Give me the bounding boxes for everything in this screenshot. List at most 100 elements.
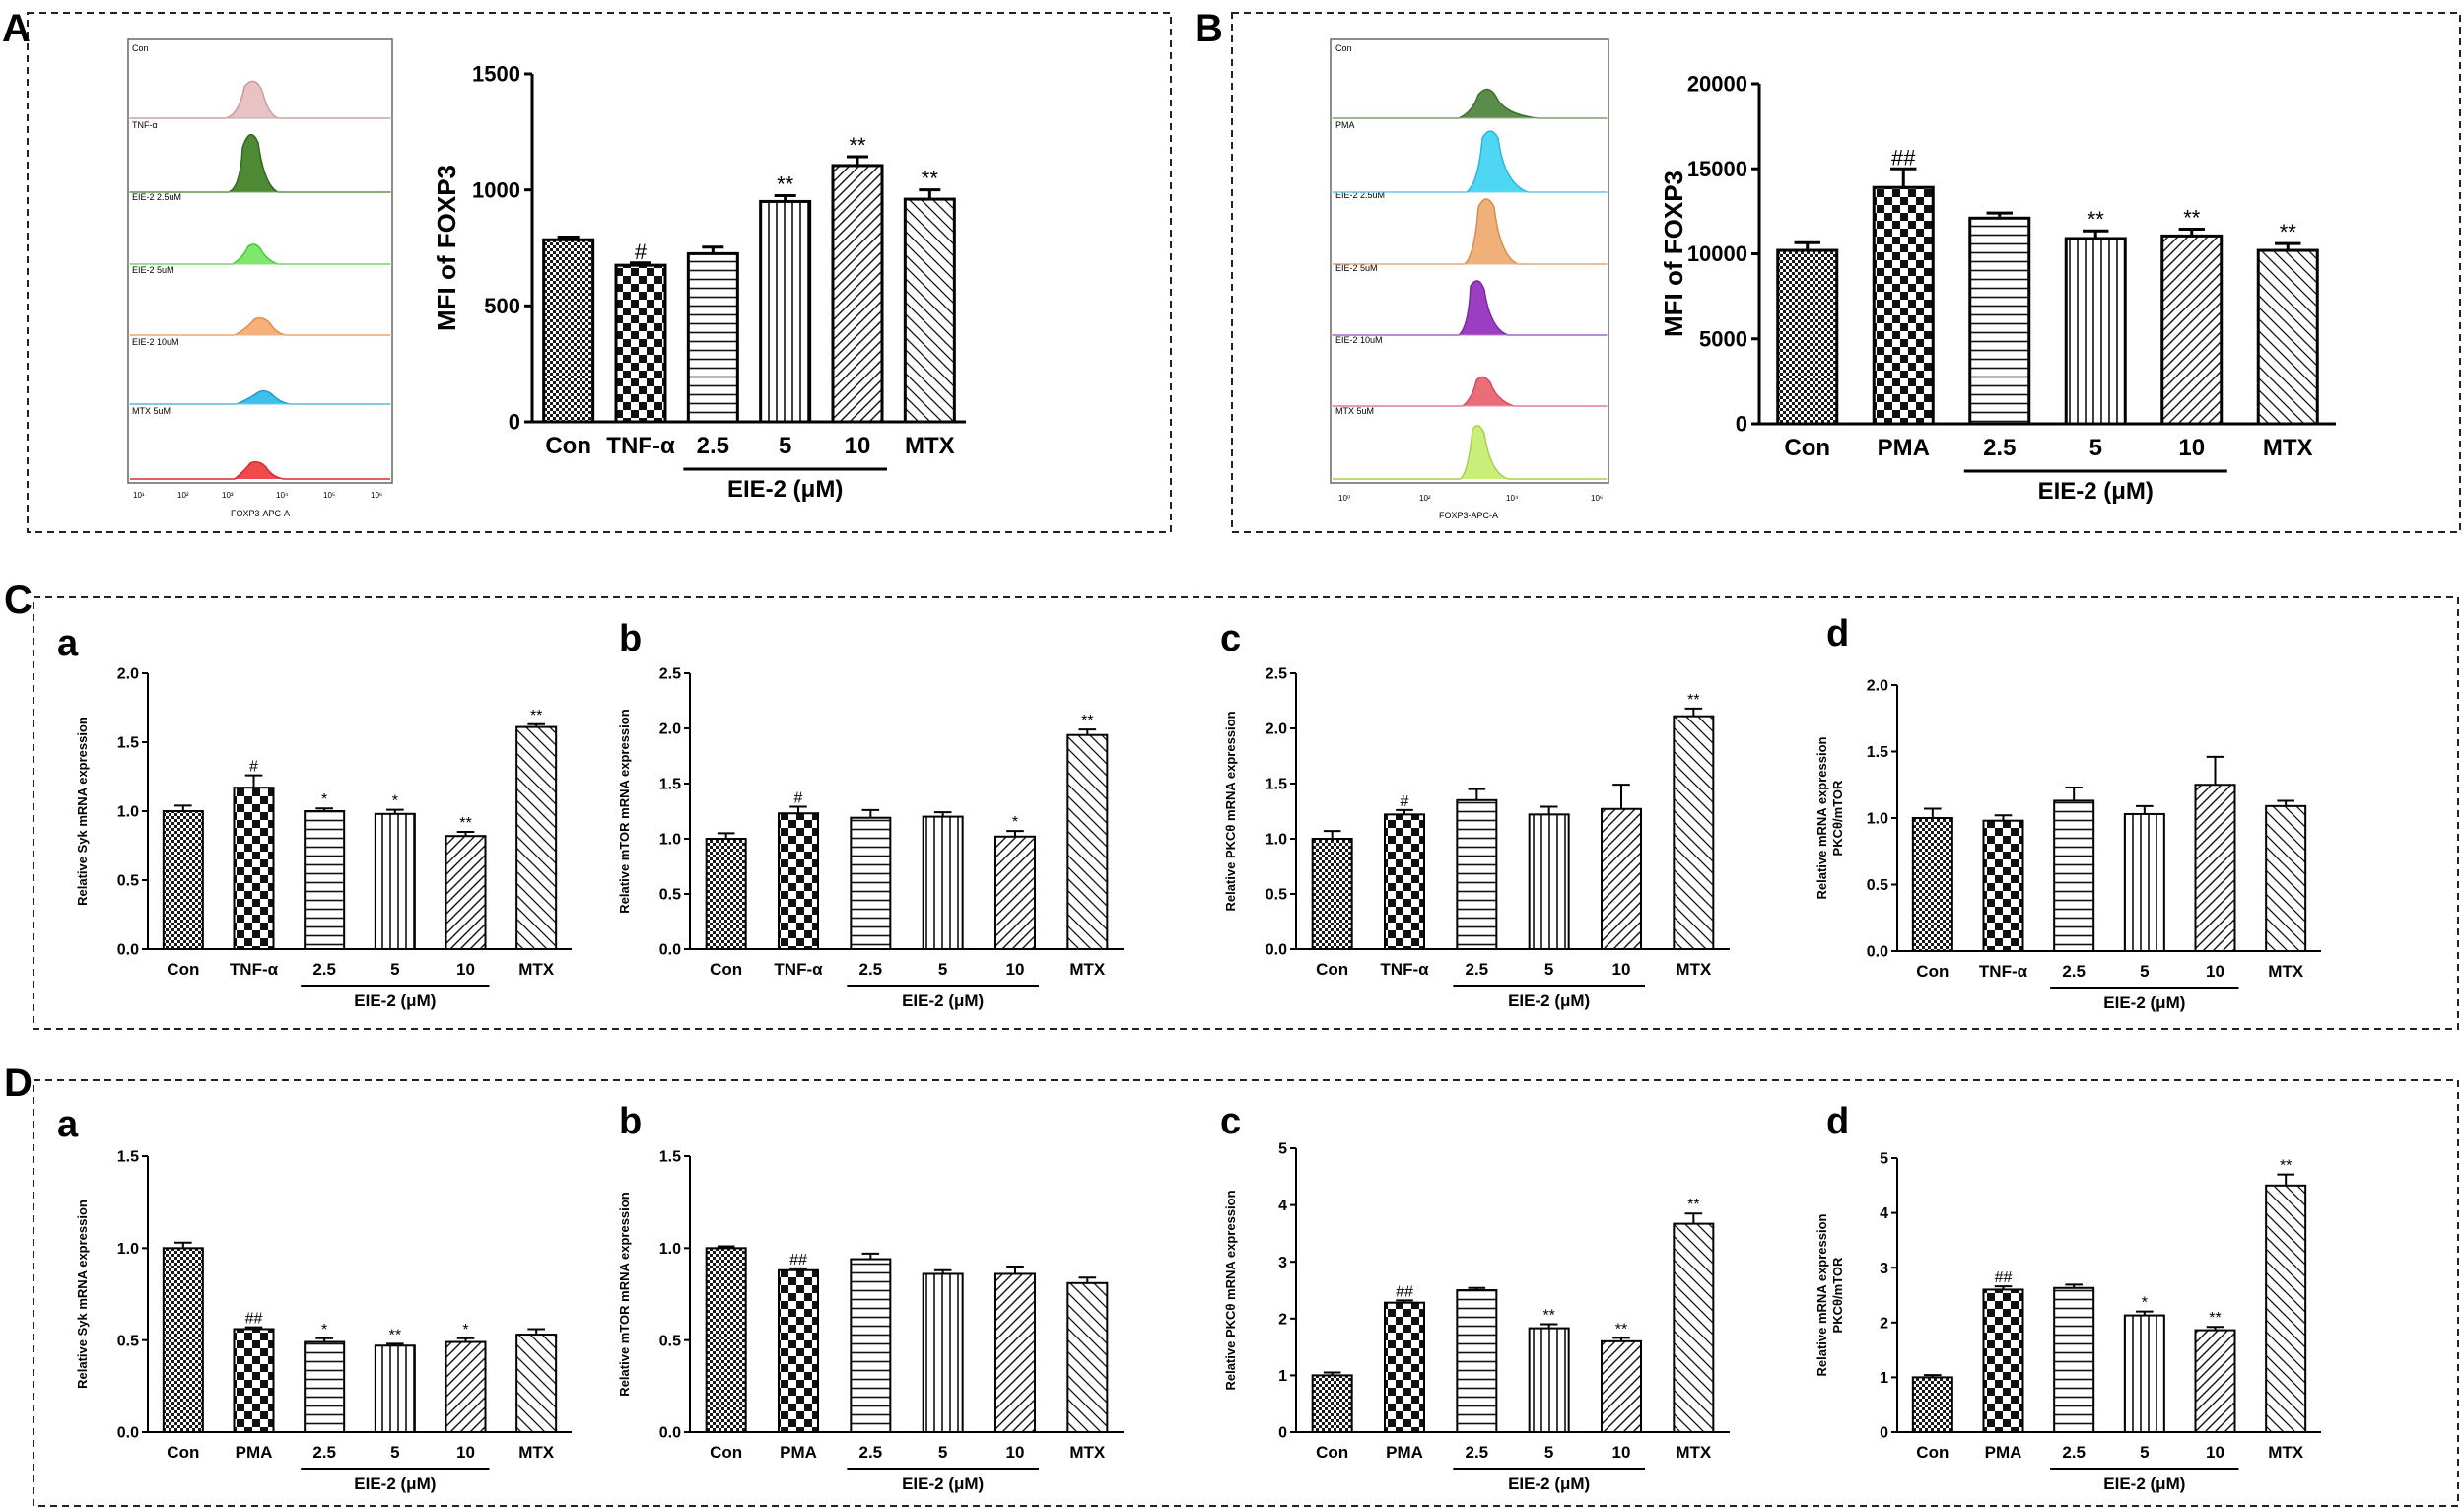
y-tick-label-Cb: 0.5 bbox=[659, 887, 681, 904]
sig-label-Dc-3: ** bbox=[1542, 1308, 1554, 1325]
bar-Ca-1 bbox=[233, 787, 275, 951]
y-tick-label-A: 1500 bbox=[472, 62, 520, 87]
bar-Db-1 bbox=[778, 1268, 819, 1433]
bar-Cb-4 bbox=[994, 835, 1036, 951]
bar-Ca-5 bbox=[515, 725, 558, 950]
y-axis-label-Cb: Relative mTOR mRNA expression bbox=[617, 709, 632, 913]
category-label-Dd-1: PMA bbox=[1985, 1443, 2022, 1462]
y-tick-label-B: 15000 bbox=[1687, 157, 1747, 181]
bar-A-1 bbox=[614, 263, 667, 424]
flow-label-B-3: EIE-2 5uM bbox=[1335, 263, 1378, 273]
category-label-Dc-2: 2.5 bbox=[1466, 1443, 1489, 1462]
category-label-Cd-3: 5 bbox=[2140, 962, 2149, 981]
bar-B-3 bbox=[2064, 237, 2127, 426]
category-label-Ca-5: MTX bbox=[518, 960, 555, 979]
category-label-Cd-4: 10 bbox=[2206, 962, 2224, 981]
bar-Dd-0 bbox=[1911, 1376, 1953, 1434]
flow-peak-B-1 bbox=[1333, 130, 1607, 193]
flow-label-B-4: EIE-2 10uM bbox=[1335, 335, 1383, 345]
y-tick-label-Dd: 5 bbox=[1880, 1151, 1888, 1168]
category-label-Cb-5: MTX bbox=[1069, 960, 1106, 979]
y-axis-label2-Dd: PKCθ/mTOR bbox=[1830, 1257, 1845, 1333]
bar-Cd-0 bbox=[1911, 817, 1953, 952]
flow-frame-A bbox=[127, 38, 393, 484]
flow-peak-B-5 bbox=[1333, 425, 1607, 480]
category-label-Dd-3: 5 bbox=[2140, 1443, 2149, 1462]
y-axis-label-B: MFI of FOXP3 bbox=[1659, 171, 1688, 337]
flow-peak-B-0 bbox=[1333, 88, 1607, 119]
bar-Cc-3 bbox=[1528, 813, 1570, 950]
bar-Cb-5 bbox=[1066, 733, 1109, 950]
chart-Dd: 0 1 2 3 4 5 Con ## PMA 2.5 * 5 ** 10 ** MTX EIE-2 (μM) Re… bbox=[1814, 1151, 2321, 1493]
category-label-B-2: 2.5 bbox=[1983, 435, 2016, 461]
bar-Dc-1 bbox=[1384, 1301, 1425, 1433]
category-label-Dc-0: Con bbox=[1316, 1443, 1348, 1462]
category-label-Cc-5: MTX bbox=[1676, 960, 1712, 979]
sig-label-Ca-1: # bbox=[249, 759, 258, 776]
flow-label-A-1: TNF-α bbox=[132, 120, 158, 130]
category-label-Cd-0: Con bbox=[1916, 962, 1949, 981]
panel-B-frame bbox=[1231, 12, 2461, 533]
category-label-Cd-1: TNF-α bbox=[1979, 962, 2028, 981]
sig-label-Cc-1: # bbox=[1401, 793, 1409, 810]
category-label-Cb-3: 5 bbox=[938, 960, 947, 979]
flow-tick-A-2: 10³ bbox=[222, 491, 234, 500]
flow-axis-label-B: FOXP3-APC-A bbox=[1439, 511, 1498, 520]
category-label-A-3: 5 bbox=[779, 433, 791, 459]
panel-D-frame bbox=[33, 1079, 2459, 1507]
sig-label-Ca-4: ** bbox=[459, 815, 471, 832]
y-tick-label-Dc: 5 bbox=[1278, 1141, 1287, 1158]
flow-peak-B-3 bbox=[1333, 280, 1607, 336]
y-tick-label-Da: 1.5 bbox=[117, 1149, 139, 1166]
group-label-B: EIE-2 (μM) bbox=[2038, 478, 2154, 505]
group-label-Cb: EIE-2 (μM) bbox=[902, 992, 984, 1010]
y-axis-label-Db: Relative mTOR mRNA expression bbox=[617, 1192, 632, 1396]
bar-Cc-1 bbox=[1384, 813, 1425, 950]
bar-Db-5 bbox=[1066, 1281, 1109, 1434]
category-label-B-5: MTX bbox=[2263, 435, 2313, 461]
category-label-Db-4: 10 bbox=[1006, 1443, 1025, 1462]
bar-Cd-4 bbox=[2194, 784, 2236, 952]
category-label-Cc-0: Con bbox=[1316, 960, 1348, 979]
sig-label-Da-3: ** bbox=[389, 1327, 401, 1343]
category-label-Ca-3: 5 bbox=[390, 960, 399, 979]
y-tick-label-A: 500 bbox=[484, 294, 520, 318]
sig-label-A-5: ** bbox=[922, 167, 939, 191]
y-tick-label-Db: 0.5 bbox=[659, 1333, 681, 1349]
group-label-Dd: EIE-2 (μM) bbox=[2103, 1474, 2185, 1493]
bar-Db-0 bbox=[705, 1247, 747, 1434]
y-tick-label-A: 0 bbox=[509, 410, 520, 435]
category-label-Da-4: 10 bbox=[456, 1443, 475, 1462]
category-label-Dd-0: Con bbox=[1916, 1443, 1949, 1462]
sig-label-Db-1: ## bbox=[789, 1252, 807, 1268]
category-label-Ca-4: 10 bbox=[456, 960, 475, 979]
y-tick-label-Cb: 0.0 bbox=[659, 942, 681, 959]
sig-label-A-3: ** bbox=[777, 172, 794, 197]
y-tick-label-Cd: 2.0 bbox=[1867, 678, 1888, 695]
y-tick-label-Dc: 0 bbox=[1278, 1425, 1287, 1442]
y-axis-label-Ca: Relative Syk mRNA expression bbox=[75, 717, 90, 906]
y-tick-label-Db: 1.0 bbox=[659, 1241, 681, 1258]
bar-Dc-5 bbox=[1673, 1222, 1715, 1434]
y-tick-label-Dd: 1 bbox=[1880, 1370, 1888, 1387]
bar-Dc-2 bbox=[1456, 1289, 1498, 1433]
subpanel-letter-Db: b bbox=[619, 1101, 642, 1142]
subpanel-letter-Cc: c bbox=[1220, 618, 1241, 659]
flow-label-A-3: EIE-2 5uM bbox=[132, 265, 174, 275]
subpanel-letter-Cd: d bbox=[1826, 613, 1849, 654]
category-label-Dd-2: 2.5 bbox=[2062, 1443, 2086, 1462]
y-tick-label-Db: 0.0 bbox=[659, 1425, 681, 1442]
category-label-B-4: 10 bbox=[2178, 435, 2205, 461]
bar-Da-0 bbox=[162, 1247, 204, 1434]
bar-Ca-3 bbox=[374, 812, 416, 950]
chart-Dc: 0 1 2 3 4 5 Con ## PMA 2.5 ** 5 ** 10 ** MTX EIE-2 (μM) R… bbox=[1223, 1141, 1730, 1493]
bar-Cd-2 bbox=[2053, 799, 2095, 953]
bar-Db-2 bbox=[850, 1258, 892, 1433]
category-label-Db-5: MTX bbox=[1069, 1443, 1106, 1462]
sig-label-Da-2: * bbox=[321, 1322, 327, 1338]
flow-peak-A-5 bbox=[130, 460, 390, 480]
flow-tick-A-3: 10⁴ bbox=[276, 491, 289, 500]
sig-label-B-4: ** bbox=[2183, 205, 2201, 230]
category-label-B-0: Con bbox=[1784, 435, 1830, 461]
bar-Dd-2 bbox=[2053, 1286, 2095, 1433]
